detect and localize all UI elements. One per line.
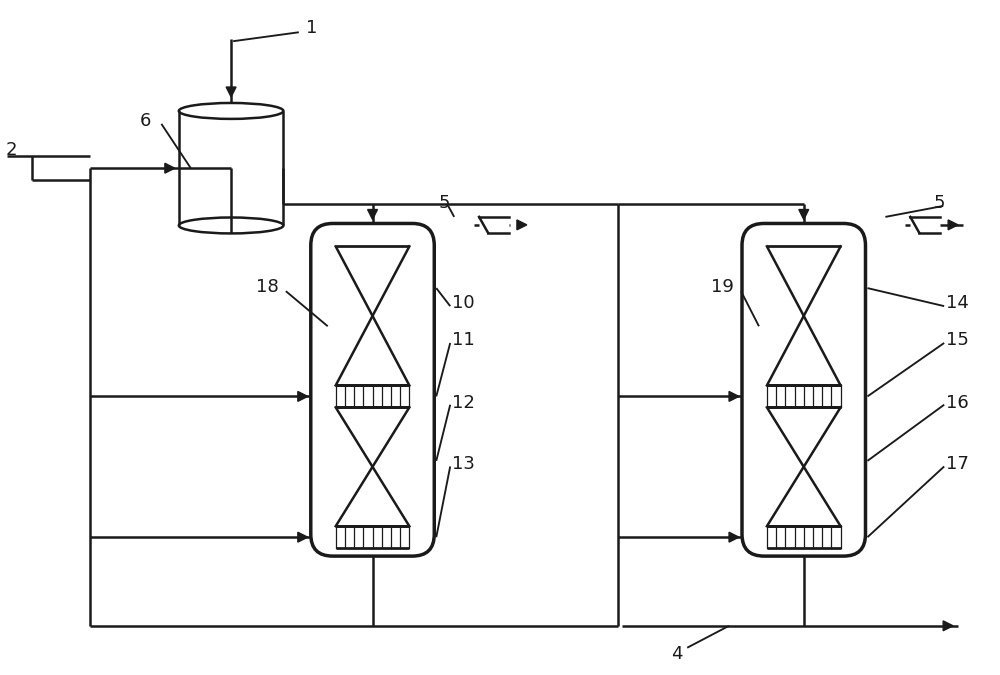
Ellipse shape (179, 217, 283, 234)
Text: 1: 1 (306, 20, 317, 37)
Text: 4: 4 (671, 645, 683, 663)
Ellipse shape (179, 103, 283, 119)
Polygon shape (298, 392, 308, 402)
Polygon shape (799, 209, 809, 219)
Text: 14: 14 (946, 294, 969, 312)
Polygon shape (943, 621, 953, 630)
Polygon shape (948, 220, 958, 230)
Text: 15: 15 (946, 331, 969, 349)
Text: 2: 2 (6, 141, 18, 159)
Polygon shape (226, 87, 236, 97)
Polygon shape (298, 533, 308, 542)
FancyBboxPatch shape (311, 223, 434, 556)
Text: 10: 10 (452, 294, 475, 312)
Text: 13: 13 (452, 456, 475, 473)
Text: 17: 17 (946, 456, 969, 473)
Text: 16: 16 (946, 394, 969, 412)
Text: 19: 19 (711, 278, 734, 296)
Polygon shape (729, 392, 739, 402)
Text: 12: 12 (452, 394, 475, 412)
Text: 5: 5 (438, 194, 450, 212)
Polygon shape (165, 163, 175, 173)
Text: 5: 5 (933, 194, 945, 212)
Polygon shape (517, 220, 527, 230)
Text: 6: 6 (139, 112, 151, 130)
Polygon shape (729, 533, 739, 542)
Text: 11: 11 (452, 331, 475, 349)
Polygon shape (368, 209, 377, 219)
FancyBboxPatch shape (742, 223, 865, 556)
Text: 18: 18 (256, 278, 279, 296)
